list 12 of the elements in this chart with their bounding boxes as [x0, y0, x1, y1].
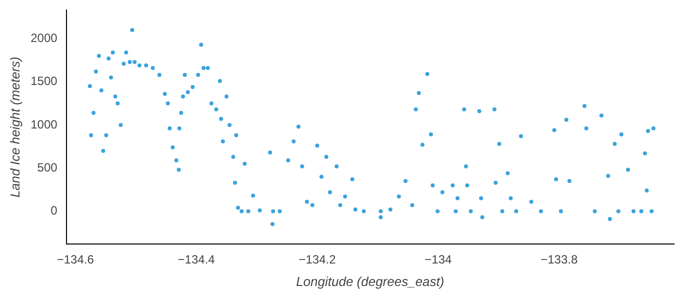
y-tick-label: 500 — [37, 160, 58, 174]
x-tick-label: −134.2 — [298, 252, 336, 267]
x-tick-label: −134.6 — [56, 252, 94, 267]
y-tick-label: 0 — [50, 204, 58, 218]
y-tick-label: 1000 — [30, 117, 58, 132]
x-tick-label: −133.8 — [540, 252, 578, 267]
y-tick-label: 1500 — [30, 74, 58, 88]
y-tick-label: 2000 — [30, 30, 58, 45]
x-tick-label: −134.4 — [178, 252, 216, 267]
y-axis-title: Land Ice height (meters) — [7, 56, 22, 198]
x-axis-title: Longitude (degrees_east) — [296, 274, 444, 289]
x-tick-label: −134 — [424, 252, 452, 267]
